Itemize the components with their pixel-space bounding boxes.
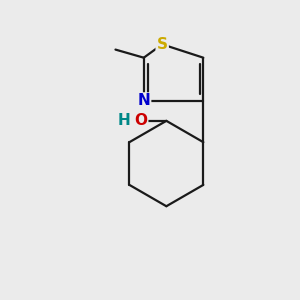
Text: H: H (118, 113, 130, 128)
Text: O: O (134, 113, 147, 128)
Text: S: S (157, 37, 168, 52)
Text: N: N (137, 94, 150, 109)
